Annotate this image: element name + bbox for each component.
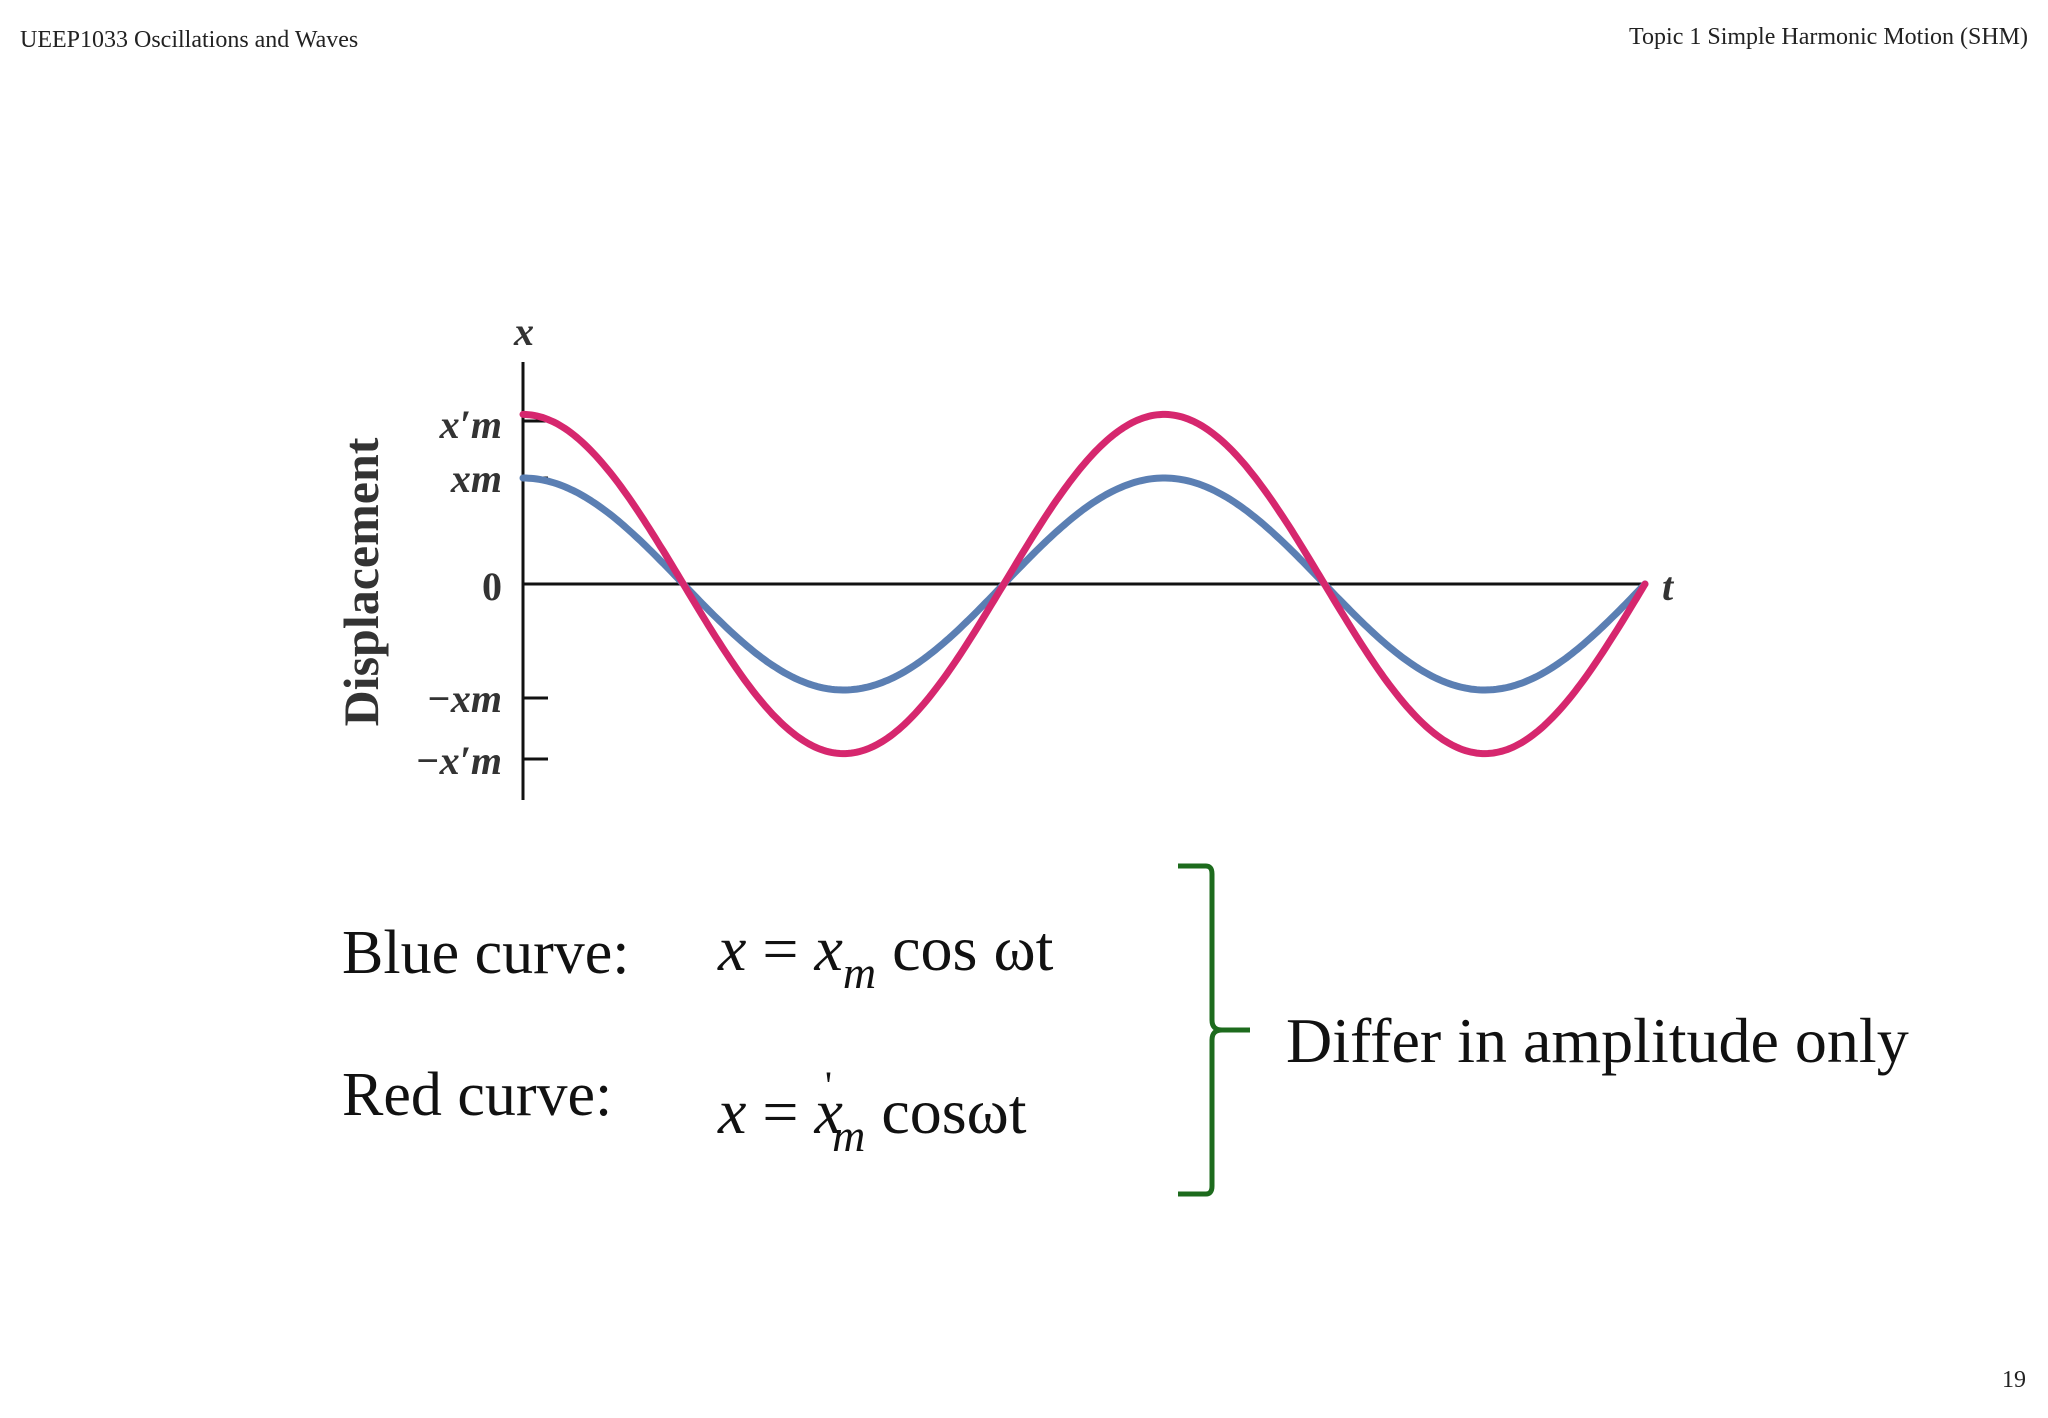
red-eq-equals: = [762,1076,799,1147]
blue-curve-label: Blue curve: [342,919,630,987]
tick-label-neg-x-prime-m: −x′m [415,738,502,783]
blue-curve [519,474,1649,694]
blue-eq-equals: = [762,913,799,984]
tick-label-x-prime-m: x′m [439,402,502,447]
red-curve-label: Red curve: [342,1061,613,1129]
blue-eq-rhs: cos ωt [892,913,1054,984]
y-axis-title: Displacement [333,437,389,726]
course-title: UEEP1033 Oscillations and Waves [20,27,359,53]
y-axis-symbol: x [513,309,534,354]
red-curve [519,410,1649,758]
blue-eq-sub: m [842,947,877,998]
red-eq-var: x [814,1076,843,1147]
red-eq-rhs: cosωt [881,1076,1027,1147]
blue-equation: x = xm cos ωt [718,912,1053,999]
x-axis-symbol: t [1662,564,1675,609]
tick-label-zero: 0 [482,564,502,609]
tick-label-neg-x-m: −xm [427,676,502,721]
blue-eq-var: x [814,913,843,984]
tick-label-x-m: xm [450,456,502,501]
amplitude-note: Differ in amplitude only [1286,1005,1909,1076]
red-equation: x = x'm cosωt [718,1062,1027,1162]
green-brace [1178,863,1250,1197]
red-eq-prime: ' [824,1063,833,1108]
red-eq-sub: m [832,1110,866,1161]
page-number: 19 [2002,1367,2026,1393]
red-eq-lhs: x [718,1076,747,1147]
topic-title: Topic 1 Simple Harmonic Motion (SHM) [1629,24,2028,50]
blue-eq-lhs: x [718,913,747,984]
